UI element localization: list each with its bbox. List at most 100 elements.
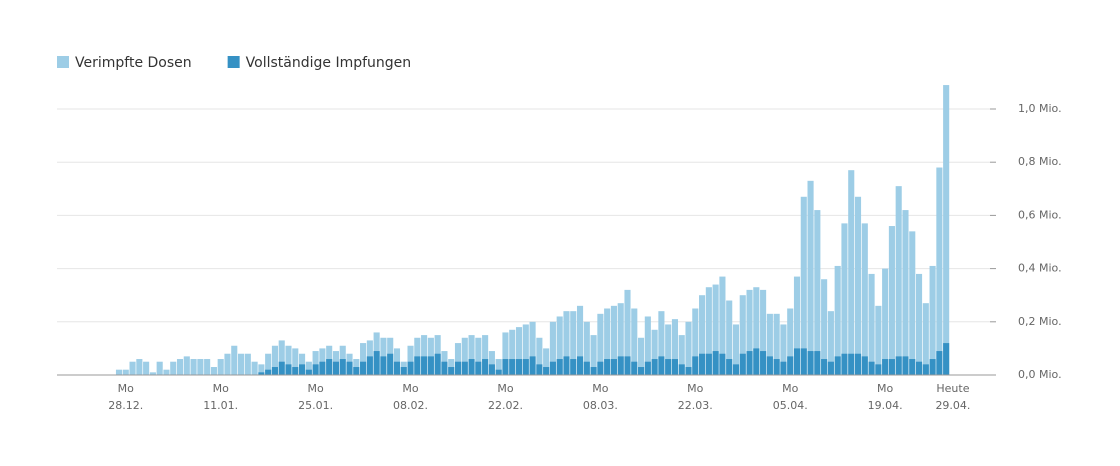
bar (448, 367, 455, 375)
bar (407, 361, 414, 375)
bar (719, 276, 726, 375)
bar (224, 353, 231, 375)
bar (766, 313, 773, 375)
bar (807, 180, 814, 375)
bar (265, 369, 272, 375)
bar (875, 305, 882, 375)
bar (793, 276, 801, 375)
bar (732, 324, 740, 375)
bar (895, 186, 902, 375)
bar (597, 361, 604, 375)
bar (285, 364, 292, 375)
bar (583, 361, 590, 375)
x-tick-label: Mo (213, 382, 229, 395)
x-tick-label: 11.01. (203, 399, 238, 412)
x-tick-label: Mo (118, 382, 134, 395)
legend-label: Verimpfte Dosen (75, 55, 192, 71)
bar (563, 311, 570, 375)
bar (366, 356, 373, 375)
bar (841, 353, 848, 375)
bar (231, 345, 238, 375)
x-tick-label: 08.03. (583, 399, 618, 412)
bar (610, 359, 617, 375)
bar (888, 359, 895, 375)
bar (895, 356, 902, 375)
bar (638, 337, 645, 375)
bar (210, 367, 217, 375)
bar (692, 356, 699, 375)
legend-label: Vollständige Impfungen (246, 55, 412, 71)
bar (400, 367, 407, 375)
bar (522, 359, 529, 375)
bar (699, 295, 706, 375)
bar (882, 359, 889, 375)
bar (515, 359, 523, 375)
bar (271, 345, 278, 375)
bar (604, 308, 611, 375)
x-tick-label: 22.03. (678, 399, 713, 412)
bar (570, 359, 577, 375)
bar (943, 85, 950, 375)
bar (326, 359, 333, 375)
bar (556, 359, 563, 375)
bar (793, 348, 801, 375)
bar (624, 289, 631, 375)
bar (705, 353, 712, 375)
bar (353, 367, 360, 375)
bar (915, 361, 923, 375)
bar (610, 305, 617, 375)
bar (780, 361, 787, 375)
bar (360, 361, 367, 375)
bar (753, 348, 760, 375)
bar (760, 289, 767, 375)
bar (671, 319, 679, 375)
x-tick-label: 28.12. (108, 399, 143, 412)
bar (692, 308, 699, 375)
bar (427, 356, 434, 375)
y-tick-label: 1,0 Mio. (1018, 102, 1062, 115)
bar (502, 332, 509, 375)
bar (495, 359, 502, 375)
bar (909, 231, 916, 375)
bar (597, 313, 604, 375)
bar (773, 359, 780, 375)
bar (441, 361, 448, 375)
x-tick-label: 22.02. (488, 399, 523, 412)
y-tick-label: 0,0 Mio. (1018, 368, 1062, 381)
bar (393, 361, 401, 375)
bar (468, 335, 475, 375)
bar (929, 359, 936, 375)
bar (760, 351, 767, 375)
bar (258, 364, 265, 375)
bar (360, 343, 367, 375)
bar (299, 364, 306, 375)
bar (170, 361, 177, 375)
bar (590, 367, 597, 375)
x-tick-label: 29.04. (935, 399, 970, 412)
bar (129, 361, 136, 375)
bar (827, 311, 834, 375)
bar (936, 167, 943, 375)
bar (922, 364, 929, 375)
bar (712, 351, 719, 375)
bar (488, 364, 495, 375)
bar (834, 265, 841, 375)
bar (468, 359, 475, 375)
bar (217, 359, 224, 375)
bar (414, 356, 421, 375)
bar (143, 361, 150, 375)
bar (502, 359, 509, 375)
bar (841, 223, 848, 375)
bar (746, 289, 753, 375)
x-tick-label: Mo (687, 382, 703, 395)
bar (461, 361, 468, 375)
bar (265, 353, 272, 375)
bar (183, 356, 190, 375)
bar (821, 359, 828, 375)
bar (475, 361, 482, 375)
bar (651, 329, 658, 375)
bar (909, 359, 916, 375)
bar (163, 369, 170, 375)
bar (766, 356, 773, 375)
